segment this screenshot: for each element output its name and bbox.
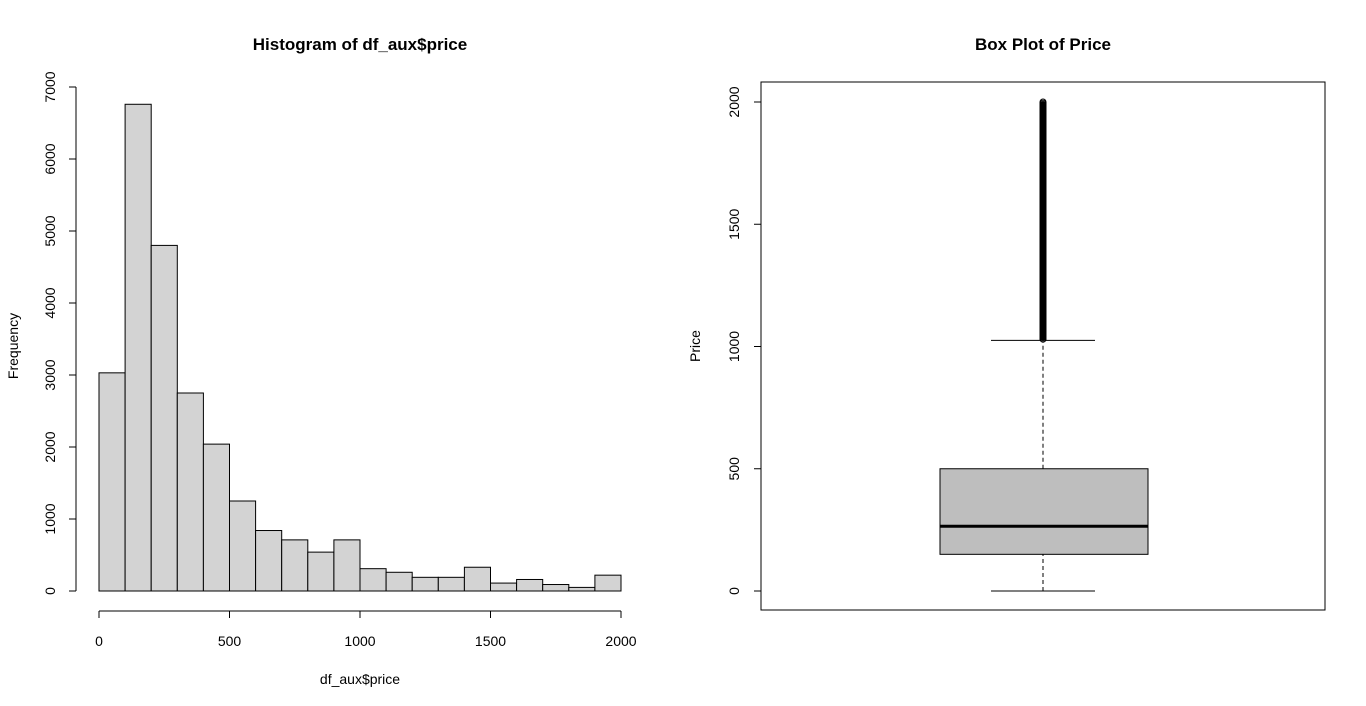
boxplot-outlier-point [1039,289,1047,297]
boxplot-outlier-point [1039,313,1047,321]
boxplot-outlier-point [1039,232,1047,240]
histogram-x-tick-label: 1000 [344,633,375,649]
histogram-bar [594,574,622,592]
histogram-x-axis: 0 500 1000 1500 2000 [95,610,637,649]
histogram-y-tick-label: 7000 [42,71,58,102]
boxplot-outlier-point [1039,152,1047,160]
histogram-bar [359,568,387,592]
boxplot-y-tick-label: 1500 [726,208,742,239]
histogram-x-tick-label: 0 [95,633,103,649]
boxplot-outlier-point [1039,147,1047,155]
histogram-bar [385,571,413,592]
boxplot-y-tick-label: 0 [726,587,742,595]
boxplot-y-label: Price [687,330,703,362]
boxplot-marks [939,98,1149,592]
histogram-panel: Histogram of df_aux$price df_aux$price F… [5,35,637,687]
boxplot-outlier-point [1039,274,1047,282]
histogram-y-tick-label: 0 [42,587,58,595]
boxplot-outlier-point [1039,324,1047,332]
boxplot-outlier-point [1039,317,1047,325]
boxplot-outlier-point [1039,196,1047,204]
boxplot-outlier-point [1039,135,1047,143]
histogram-y-axis: 0 1000 2000 3000 4000 5000 6000 7000 [42,71,77,595]
boxplot-outlier-point [1039,191,1047,199]
histogram-bar [124,103,152,592]
histogram-bar [281,539,309,592]
boxplot-outlier-point [1039,113,1047,121]
histogram-bar [255,530,283,592]
boxplot-outlier-point [1039,118,1047,126]
boxplot-outlier-point [1039,264,1047,272]
boxplot-outlier-point [1039,320,1047,328]
boxplot-outlier-point [1039,250,1047,258]
boxplot-outlier-point [1039,120,1047,128]
boxplot-y-axis: 0 500 1000 1500 2000 [726,86,762,595]
boxplot-outlier-point [1039,240,1047,248]
boxplot-title: Box Plot of Price [975,35,1111,54]
histogram-y-tick-label: 3000 [42,359,58,390]
histogram-bar [202,443,230,592]
boxplot-outlier-point [1039,215,1047,223]
histogram-y-tick-label: 5000 [42,215,58,246]
boxplot-outlier-point [1039,269,1047,277]
histogram-bar [542,584,570,592]
histogram-bar [411,576,439,592]
histogram-bar [437,576,465,592]
histogram-bars [98,103,622,592]
histogram-bar [150,244,178,592]
boxplot-outlier-point [1039,284,1047,292]
boxplot-outlier-point [1039,303,1047,311]
histogram-y-tick-label: 1000 [42,503,58,534]
boxplot-y-tick-label: 1000 [726,331,742,362]
histogram-title: Histogram of df_aux$price [253,35,467,54]
histogram-bar [98,372,126,592]
boxplot-outlier-point [1039,137,1047,145]
boxplot-outlier-point [1039,257,1047,265]
histogram-x-tick-label: 1500 [475,633,506,649]
boxplot-outlier-point [1039,208,1047,216]
boxplot-outlier-point [1039,335,1047,343]
histogram-bar [176,392,204,592]
boxplot-y-tick-label: 2000 [726,86,742,117]
histogram-bar [516,578,544,592]
histogram-x-tick-label: 2000 [605,633,636,649]
boxplot-outlier-point [1039,298,1047,306]
boxplot-y-tick-label: 500 [726,457,742,481]
boxplot-outlier-point [1039,154,1047,162]
histogram-bar [463,566,491,592]
boxplot-outlier-point [1039,98,1047,106]
boxplot-outlier-point [1039,127,1047,135]
boxplot-box [939,468,1149,555]
boxplot-panel: Box Plot of Price Price 0 500 1000 1500 2000 [687,35,1326,611]
boxplot-outlier-point [1039,184,1047,192]
boxplot-outlier-point [1039,279,1047,287]
boxplot-outlier-point [1039,308,1047,316]
histogram-y-tick-label: 6000 [42,143,58,174]
boxplot-outlier-point [1039,220,1047,228]
histogram-bar [568,586,596,592]
boxplot-outlier-point [1039,225,1047,233]
histogram-bar [490,582,518,592]
histogram-x-tick-label: 500 [218,633,242,649]
boxplot-outlier-point [1039,142,1047,150]
histogram-bar [333,539,361,592]
histogram-bar [229,500,257,592]
boxplot-outlier-point [1039,331,1047,339]
histogram-y-tick-label: 4000 [42,287,58,318]
boxplot-outlier-point [1039,166,1047,174]
boxplot-outlier-point [1039,328,1047,336]
histogram-bar [307,551,335,592]
boxplot-outlier-point [1039,171,1047,179]
boxplot-outlier-point [1039,122,1047,130]
boxplot-outlier-point [1039,132,1047,140]
boxplot-outlier-point [1039,294,1047,302]
histogram-y-label: Frequency [5,313,21,379]
boxplot-outlier-point [1039,201,1047,209]
histogram-y-tick-label: 2000 [42,431,58,462]
boxplot-outlier-point [1039,245,1047,253]
boxplot-outlier-point [1039,176,1047,184]
boxplot-outlier-point [1039,159,1047,167]
histogram-x-label: df_aux$price [320,671,400,687]
